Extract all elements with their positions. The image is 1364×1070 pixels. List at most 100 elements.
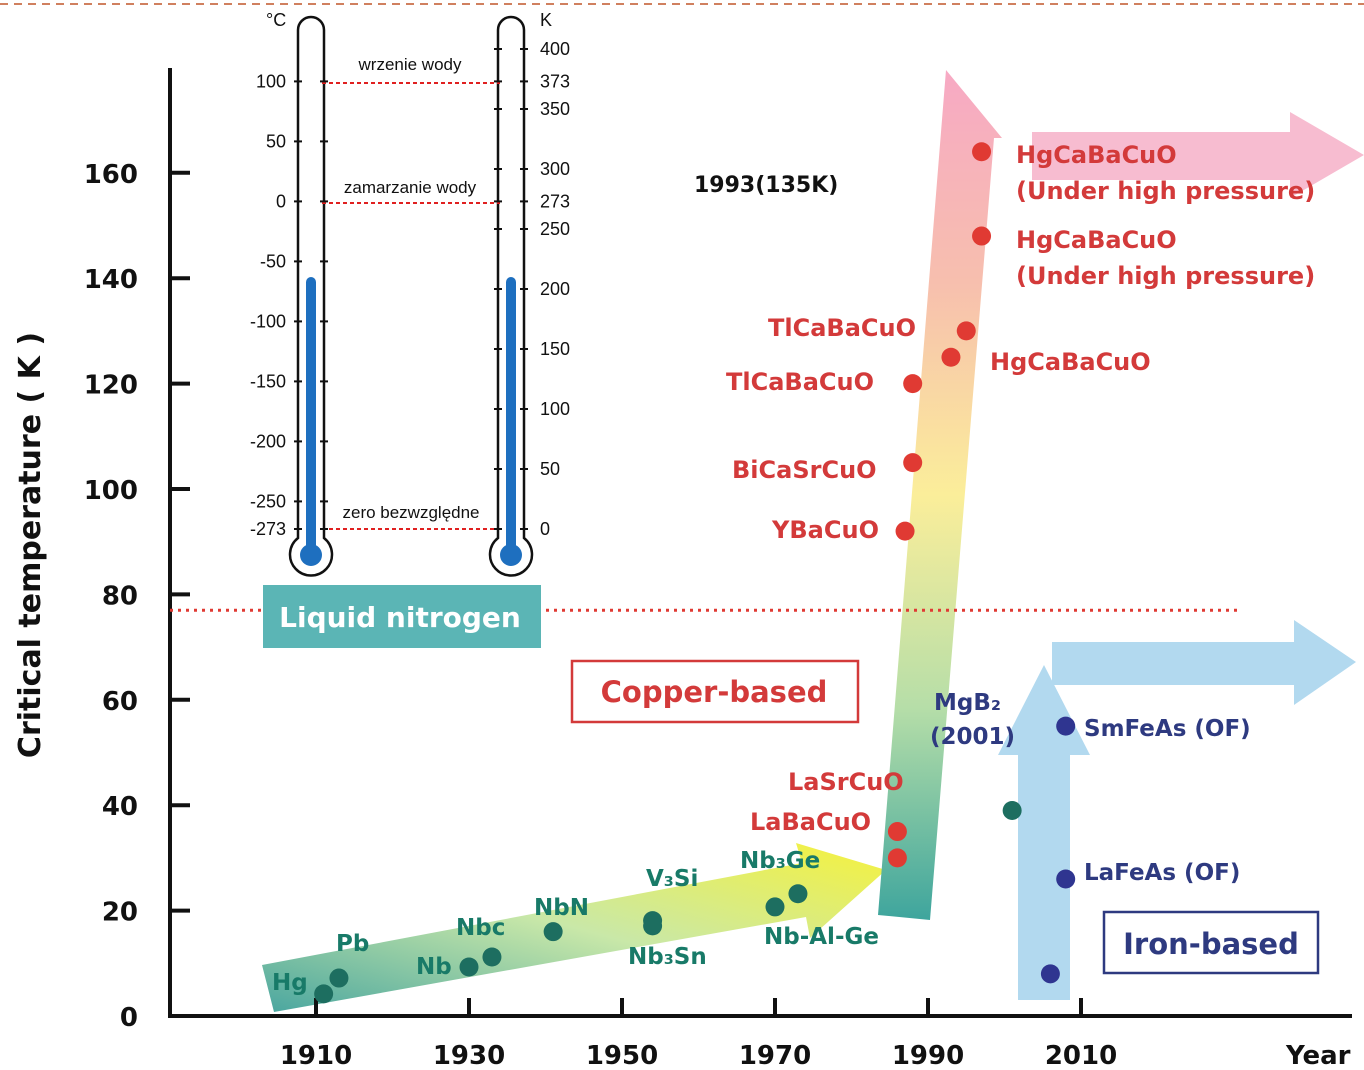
label-mgb2-year: (2001)	[930, 724, 1015, 750]
label-labacuo: LaBaCuO	[750, 808, 871, 836]
label-nb-al-ge: Nb-Al-Ge	[764, 924, 879, 950]
celsius-tick-label: -250	[250, 491, 286, 511]
celsius-ticks: 100 50 0 -50 -100 -150 -200 -250 -273	[250, 71, 328, 539]
kelvin-ticks: 400 373 350 300 273 250 200 150 100 50 0	[494, 39, 570, 539]
label-hg-pressure-2b: (Under high pressure)	[1016, 177, 1315, 205]
freezing-label: zamarzanie wody	[344, 178, 477, 197]
y-tick-label: 80	[102, 581, 138, 611]
data-point-low-temperature	[788, 884, 808, 904]
label-nb3ge: Nb₃Ge	[740, 848, 820, 874]
celsius-thermometer-fluid	[306, 277, 316, 552]
y-tick-label: 100	[84, 476, 138, 506]
axes	[168, 68, 1352, 1018]
iron-right-arrow	[1052, 620, 1356, 705]
label-hg-pressure-1: HgCaBaCuO	[1016, 226, 1177, 254]
label-smfeas: SmFeAs (OF)	[1084, 716, 1251, 742]
data-point-copper-based	[972, 226, 992, 246]
celsius-unit: °C	[266, 10, 286, 30]
liquid-nitrogen-label: Liquid nitrogen	[279, 601, 521, 634]
y-tick-label: 60	[102, 687, 138, 717]
data-point-low-temperature	[765, 897, 785, 917]
label-nbc: Nbc	[456, 915, 505, 941]
kelvin-tick-label: 100	[540, 399, 570, 419]
data-point-copper-based	[887, 822, 907, 842]
data-point-low-temperature	[482, 947, 502, 967]
kelvin-tick-label: 350	[540, 99, 570, 119]
label-nb3sn: Nb₃Sn	[628, 944, 707, 970]
kelvin-tick-label: 150	[540, 339, 570, 359]
label-ybacuo: YBaCuO	[771, 516, 879, 544]
data-point-low-temperature	[314, 984, 334, 1004]
data-point-low-temperature	[459, 957, 479, 977]
data-point-iron-based	[1056, 716, 1076, 736]
celsius-tick-label: -200	[250, 431, 286, 451]
celsius-tick-label: 50	[266, 131, 286, 151]
data-point-copper-based	[941, 347, 961, 367]
label-bicasrcuo: BiCaSrCuO	[732, 456, 877, 484]
y-tick-label: 20	[102, 898, 138, 928]
data-point-copper-based	[956, 321, 976, 341]
thermometer-inset: wrzenie wody zamarzanie wody zero bezwzg…	[250, 10, 570, 577]
x-ticks: 1910 1930 1950 1970 1990 2010	[280, 998, 1117, 1070]
x-tick-label: 1950	[586, 1041, 658, 1070]
y-ticks: 0 20 40 60 80 100 120 140 160	[84, 160, 190, 1033]
x-tick-label: 2010	[1045, 1041, 1117, 1070]
x-tick-label: 1910	[280, 1041, 352, 1070]
copper-growth-arrow	[878, 70, 1002, 920]
label-mgb2: MgB₂	[934, 690, 1001, 716]
iron-based-box	[1102, 910, 1320, 975]
label-pb: Pb	[336, 931, 369, 957]
low-temperature-arrow	[262, 843, 886, 1012]
celsius-tick-label: -150	[250, 371, 286, 391]
celsius-tick-label: 100	[256, 71, 286, 91]
label-hgcabacuo: HgCaBaCuO	[990, 348, 1151, 376]
copper-based-box	[570, 659, 860, 724]
data-point-low-temperature	[1002, 800, 1022, 820]
label-tlcabacuo-1: TlCaBaCuO	[726, 368, 874, 396]
data-point-copper-based	[903, 453, 923, 473]
label-tlcabacuo-2: TlCaBaCuO	[768, 314, 916, 342]
absolute-zero-label: zero bezwzględne	[342, 503, 479, 522]
data-points	[314, 142, 1076, 1004]
celsius-tick-label: -50	[260, 251, 286, 271]
data-point-copper-based	[903, 374, 923, 394]
label-v3si: V₃Si	[646, 866, 698, 892]
label-hg-pressure-1b: (Under high pressure)	[1016, 262, 1315, 290]
y-tick-label: 140	[84, 265, 138, 295]
y-tick-label: 120	[84, 371, 138, 401]
x-tick-label: 1990	[892, 1041, 964, 1070]
x-tick-label: 1970	[739, 1041, 811, 1070]
y-axis-title: Critical temperature ( K )	[13, 332, 48, 758]
label-nb: Nb	[416, 954, 452, 980]
kelvin-tick-label: 50	[540, 459, 560, 479]
kelvin-tick-label: 373	[540, 71, 570, 91]
celsius-bulb	[300, 544, 322, 566]
celsius-tick-label: 0	[276, 191, 286, 211]
data-point-low-temperature	[643, 916, 663, 936]
liquid-nitrogen-box	[263, 585, 541, 648]
kelvin-unit: K	[540, 10, 552, 30]
y-tick-label: 40	[102, 792, 138, 822]
data-point-low-temperature	[543, 922, 563, 942]
kelvin-thermometer-fluid	[506, 277, 516, 552]
copper-based-label: Copper-based	[601, 675, 828, 709]
copper-labels: LaBaCuO LaSrCuO YBaCuO BiCaSrCuO TlCaBaC…	[726, 141, 1315, 836]
data-point-iron-based	[1040, 964, 1060, 984]
kelvin-tick-label: 400	[540, 39, 570, 59]
y-tick-label: 0	[120, 1003, 138, 1033]
x-tick-label: 1930	[433, 1041, 505, 1070]
data-point-low-temperature	[329, 968, 349, 988]
y-tick-label: 160	[84, 160, 138, 190]
kelvin-tick-label: 250	[540, 219, 570, 239]
copper-record-arrow	[1032, 112, 1364, 198]
iron-labels: SmFeAs (OF) LaFeAs (OF)	[1084, 716, 1251, 886]
x-axis-title: Year	[1285, 1041, 1351, 1070]
kelvin-tick-label: 0	[540, 519, 550, 539]
kelvin-tick-label: 273	[540, 191, 570, 211]
iron-up-arrow	[998, 665, 1090, 1000]
kelvin-bulb	[500, 544, 522, 566]
label-nbn: NbN	[534, 895, 589, 921]
celsius-tick-label: -100	[250, 311, 286, 331]
data-point-copper-based	[895, 521, 915, 541]
